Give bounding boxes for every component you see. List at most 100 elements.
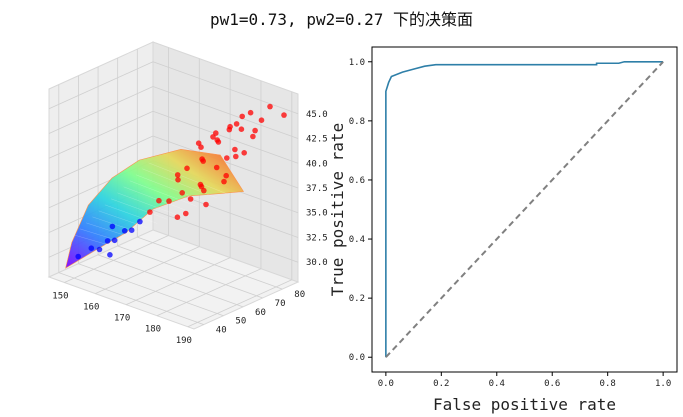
scatter-point — [75, 253, 81, 260]
scatter-point — [184, 165, 190, 172]
scatter-point — [88, 245, 95, 251]
x-tick-label: 160 — [83, 303, 99, 313]
surface-mesh-line — [129, 180, 198, 207]
grid-line — [152, 86, 299, 139]
grid-line — [117, 245, 263, 299]
grid-line — [48, 135, 154, 184]
roc-x-tick-label: 0.2 — [433, 379, 449, 389]
surface-mesh-line — [111, 198, 168, 220]
roc-y-tick-label: 0.6 — [349, 176, 365, 186]
scatter-point — [267, 103, 273, 110]
surface-mesh-line — [73, 234, 108, 245]
roc-y-tick-label: 1.0 — [349, 58, 365, 68]
scatter-point — [213, 164, 220, 171]
scatter-point — [213, 130, 219, 136]
scatter-point — [227, 123, 233, 130]
scatter-point — [147, 209, 153, 215]
scatter-point — [109, 223, 116, 230]
scatter-point — [156, 197, 162, 204]
x-tick-label: 170 — [114, 314, 130, 324]
scatter-point — [252, 127, 258, 134]
scatter-point — [195, 140, 202, 146]
grid-line — [48, 86, 154, 134]
surface-mesh-line — [104, 204, 158, 224]
scatter-point — [199, 156, 205, 162]
scatter-point — [223, 172, 229, 179]
scatter-point — [187, 196, 194, 202]
scatter-point — [183, 210, 189, 217]
scatter-point — [96, 246, 103, 253]
scatter-point — [238, 126, 245, 132]
z-tick-label: 32.5 — [306, 233, 328, 243]
scatter-point — [224, 155, 230, 161]
roc-chance-diagonal — [385, 61, 664, 358]
scatter-point — [107, 252, 113, 258]
grid-line — [137, 236, 283, 290]
grid-line — [97, 254, 244, 308]
figure-title: pw1=0.73, pw2=0.27 下的决策面 — [209, 10, 474, 29]
surface-mesh-line — [123, 186, 188, 211]
surface-mesh-line — [117, 192, 178, 216]
x-tick-label: 150 — [52, 292, 68, 302]
x-tick-label: 190 — [176, 336, 192, 346]
roc-y-tick-label: 0.8 — [349, 117, 365, 127]
scatter-point — [174, 172, 181, 178]
z-tick-label: 42.5 — [306, 135, 328, 145]
grid-line — [156, 268, 262, 317]
scatter-point — [250, 133, 256, 140]
z-tick-label: 37.5 — [306, 184, 328, 194]
scatter-point — [179, 190, 185, 196]
roc-y-tick-label: 0.0 — [349, 353, 365, 363]
scatter-point — [111, 237, 118, 244]
z-tick-label: 45.0 — [306, 110, 328, 120]
surface-mesh-line — [136, 174, 208, 203]
scatter-point — [281, 112, 287, 118]
grid-line — [152, 135, 299, 189]
scatter-point — [215, 139, 222, 145]
roc-x-tick-label: 0.4 — [489, 379, 505, 389]
roc-x-tick-label: 0.6 — [544, 379, 560, 389]
y-tick-label: 50 — [235, 317, 246, 327]
grid-line — [125, 257, 231, 306]
grid-line — [152, 110, 299, 164]
roc-x-tick-label: 1.0 — [655, 379, 671, 389]
surface-mesh-line — [98, 210, 148, 228]
y-tick-label: 60 — [255, 308, 266, 318]
grid-line — [48, 110, 154, 159]
y-tick-label: 80 — [294, 290, 305, 300]
scatter-point — [258, 117, 265, 123]
grid-line — [58, 272, 204, 325]
scatter-point — [203, 201, 209, 208]
scatter-point — [128, 227, 135, 233]
scatter-point — [121, 228, 128, 234]
roc-y-tick-label: 0.4 — [349, 235, 365, 245]
scatter-point — [175, 177, 181, 183]
scatter-point — [232, 146, 238, 153]
y-tick-label: 70 — [275, 299, 286, 309]
surface-mesh-line — [79, 228, 118, 241]
roc-x-tick-label: 0.8 — [600, 379, 616, 389]
grid-line — [95, 246, 200, 294]
scatter-point — [221, 178, 227, 185]
roc-y-axis-label: True positive rate — [328, 123, 347, 296]
roc-x-axis-label: False positive rate — [433, 395, 616, 414]
grid-line — [78, 263, 224, 317]
scatter-point — [137, 218, 143, 225]
surface-mesh-line — [148, 162, 227, 194]
grid-line — [152, 61, 299, 115]
scatter-point — [166, 198, 172, 204]
z-tick-label: 40.0 — [306, 159, 328, 169]
scatter-point — [241, 150, 247, 156]
scatter-point — [233, 153, 239, 160]
scatter-point — [247, 109, 254, 116]
scatter-point — [174, 214, 181, 220]
grid-line — [64, 235, 169, 283]
grid-line — [48, 61, 154, 110]
z-tick-label: 35.0 — [306, 209, 328, 219]
scatter-point — [104, 238, 111, 244]
surface-mesh-line — [86, 222, 128, 237]
roc-curve-line — [385, 60, 664, 358]
